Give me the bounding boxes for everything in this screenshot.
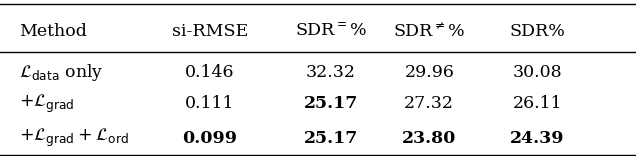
Text: SDR$^{\neq}$%: SDR$^{\neq}$% — [393, 22, 466, 41]
Text: 0.146: 0.146 — [185, 64, 235, 81]
Text: 0.099: 0.099 — [183, 130, 237, 146]
Text: Method: Method — [19, 23, 87, 40]
Text: 30.08: 30.08 — [513, 64, 562, 81]
Text: 32.32: 32.32 — [306, 64, 356, 81]
Text: 25.17: 25.17 — [303, 130, 358, 146]
Text: SDR%: SDR% — [509, 23, 565, 40]
Text: $\mathcal{L}_{\mathrm{data}}$ only: $\mathcal{L}_{\mathrm{data}}$ only — [19, 62, 104, 83]
Text: 23.80: 23.80 — [402, 130, 457, 146]
Text: 24.39: 24.39 — [510, 130, 565, 146]
Text: SDR$^{=}$%: SDR$^{=}$% — [294, 23, 367, 40]
Text: $+\mathcal{L}_{\mathrm{grad}}$: $+\mathcal{L}_{\mathrm{grad}}$ — [19, 93, 74, 115]
Text: 25.17: 25.17 — [303, 95, 358, 112]
Text: 0.111: 0.111 — [185, 95, 235, 112]
Text: 27.32: 27.32 — [404, 95, 454, 112]
Text: si-RMSE: si-RMSE — [172, 23, 248, 40]
Text: $+\mathcal{L}_{\mathrm{grad}}+\mathcal{L}_{\mathrm{ord}}$: $+\mathcal{L}_{\mathrm{grad}}+\mathcal{L… — [19, 127, 129, 149]
Text: 26.11: 26.11 — [513, 95, 562, 112]
Text: 29.96: 29.96 — [404, 64, 454, 81]
